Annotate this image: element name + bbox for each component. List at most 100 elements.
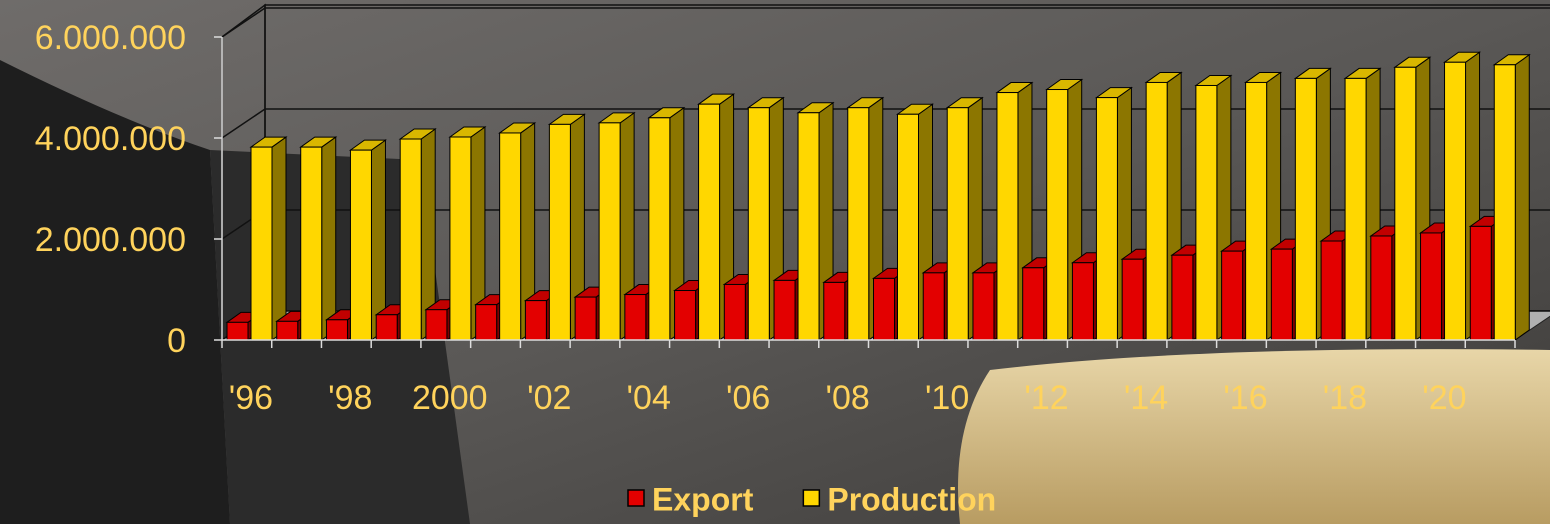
- y-tick-label: 2.000.000: [35, 221, 186, 259]
- bar: [995, 81, 1034, 341]
- y-tick-label: 0: [167, 322, 186, 360]
- bar-front: [797, 112, 820, 341]
- bar: [299, 136, 338, 341]
- legend-label: Production: [827, 481, 996, 517]
- bar: [1144, 71, 1183, 341]
- bar-front: [548, 123, 571, 341]
- x-tick-label: '16: [1223, 379, 1267, 417]
- bar-front: [946, 107, 969, 341]
- bar-front: [1370, 235, 1393, 341]
- bar-front: [1294, 77, 1317, 341]
- bar-front: [747, 107, 770, 341]
- bar-front: [250, 146, 273, 341]
- bar-front: [449, 136, 472, 341]
- bar-front: [1270, 248, 1293, 341]
- bar-front: [375, 314, 398, 341]
- x-tick-label: '08: [825, 379, 869, 417]
- x-tick-label: '20: [1422, 379, 1466, 417]
- legend: Export Production: [627, 481, 996, 517]
- bar-front: [674, 290, 697, 341]
- bar-front: [1071, 262, 1094, 341]
- bar-front: [1145, 81, 1168, 341]
- bar-side: [1514, 53, 1530, 341]
- bar-front: [499, 132, 522, 341]
- background-object: [958, 349, 1550, 524]
- bar-front: [276, 320, 299, 341]
- bar-front: [1046, 89, 1069, 341]
- bar: [498, 121, 537, 341]
- legend-swatch: [802, 489, 821, 507]
- bar-front: [1121, 258, 1144, 341]
- bar: [249, 136, 288, 341]
- bar: [1492, 53, 1531, 341]
- bar: [1045, 78, 1084, 341]
- bar-front: [873, 277, 895, 341]
- x-tick-label: '96: [229, 379, 273, 417]
- bar: [647, 106, 686, 341]
- bar-front: [1095, 97, 1118, 341]
- bar: [398, 128, 437, 341]
- bar-front: [1245, 81, 1268, 341]
- bar-front: [723, 283, 746, 341]
- bar-front: [1320, 240, 1343, 341]
- bar-front: [624, 294, 647, 341]
- x-tick-label: '04: [627, 379, 671, 417]
- legend-swatch: [627, 489, 645, 507]
- x-tick-label: '98: [328, 379, 372, 417]
- bar-front: [425, 309, 448, 341]
- bar-front: [574, 296, 597, 341]
- bar-front: [823, 281, 846, 341]
- bar-front: [996, 92, 1019, 341]
- plot-area: 0 2.000.000 4.000.000 6.000.000 '96 '98 2000 '0…: [35, 3, 1550, 517]
- bar: [1244, 71, 1283, 341]
- bar-front: [847, 107, 870, 341]
- bar: [1442, 51, 1482, 341]
- bar-front: [1394, 66, 1417, 341]
- background-object: [0, 60, 230, 524]
- x-tick-label: '12: [1024, 379, 1068, 417]
- bar: [348, 139, 388, 341]
- bar-front: [598, 122, 621, 341]
- x-tick-label: '10: [925, 379, 969, 417]
- bar-front: [1420, 232, 1443, 341]
- bar-front: [1171, 254, 1194, 341]
- bar-front: [524, 300, 547, 341]
- legend-label: Export: [652, 481, 754, 517]
- bar-front: [698, 103, 721, 341]
- bar-front: [1195, 84, 1218, 341]
- grid-line: [221, 7, 1550, 38]
- bar-side: [271, 136, 287, 341]
- bar-front: [648, 117, 671, 341]
- bar-front: [475, 304, 498, 341]
- bar-front: [226, 321, 249, 341]
- bar-front: [349, 149, 372, 341]
- y-tick-label: 4.000.000: [35, 120, 186, 158]
- bar-front: [399, 138, 422, 341]
- bar-front: [325, 319, 348, 341]
- bar: [895, 103, 935, 341]
- bar-front: [1344, 77, 1367, 341]
- bar-front: [300, 146, 323, 341]
- bar-front: [972, 272, 995, 341]
- x-tick-label: '18: [1323, 379, 1367, 417]
- x-tick-label: '02: [527, 379, 571, 417]
- bar: [697, 93, 736, 341]
- x-tick-label: '14: [1124, 379, 1168, 417]
- bar: [1393, 56, 1432, 341]
- bar-front: [897, 113, 919, 341]
- bar-front: [1022, 267, 1045, 341]
- bar-side: [321, 136, 337, 341]
- bar: [547, 113, 586, 341]
- bar: [448, 126, 487, 341]
- bar-front: [773, 279, 796, 341]
- bar: [597, 111, 636, 341]
- bar-front: [1444, 61, 1467, 341]
- bar-front: [922, 272, 945, 341]
- x-tick-label: '06: [726, 379, 770, 417]
- bar-front: [1221, 250, 1244, 341]
- y-tick-label: 6.000.000: [35, 19, 186, 57]
- bar-front: [1469, 225, 1492, 341]
- x-tick-label: 2000: [412, 379, 488, 417]
- bar-front: [1493, 64, 1516, 341]
